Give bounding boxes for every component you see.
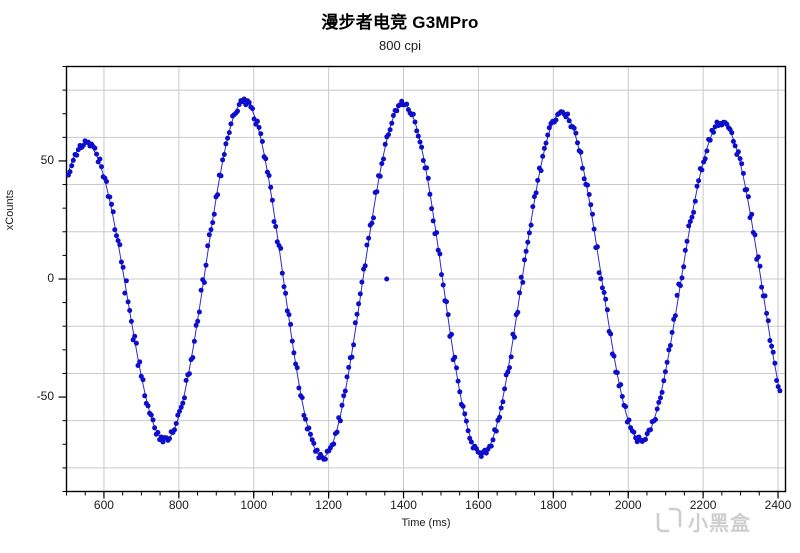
axis-major-ticks: [58, 160, 779, 499]
x-tick-label: 1400: [390, 498, 417, 512]
y-tick-label: -50: [36, 389, 54, 404]
hb-logo-icon: [656, 507, 682, 533]
x-tick-label: 1000: [240, 498, 268, 512]
x-tick-label: 2200: [689, 498, 717, 512]
x-tick-label: 2000: [614, 498, 642, 512]
x-tick-label: 2400: [764, 498, 792, 512]
plot-frame: [65, 65, 787, 493]
chart-title: 漫步者电竞 G3MPro: [321, 13, 479, 32]
watermark: 小黑盒: [654, 505, 784, 539]
x-tick-label: 800: [168, 498, 189, 512]
chart-subtitle: 800 cpi: [379, 38, 421, 53]
x-axis-label: Time (ms): [401, 517, 451, 529]
x-tick-label: 1200: [315, 498, 342, 512]
y-tick-label: 0: [47, 271, 54, 285]
x-tick-label: 600: [93, 498, 114, 512]
gridlines: [66, 66, 786, 492]
x-tick-label: 1600: [465, 498, 492, 512]
x-tick-label: 1800: [539, 498, 567, 512]
series-points: [65, 96, 783, 462]
watermark-text: 小黑盒: [688, 511, 751, 535]
y-tick-label: 50: [40, 152, 54, 167]
